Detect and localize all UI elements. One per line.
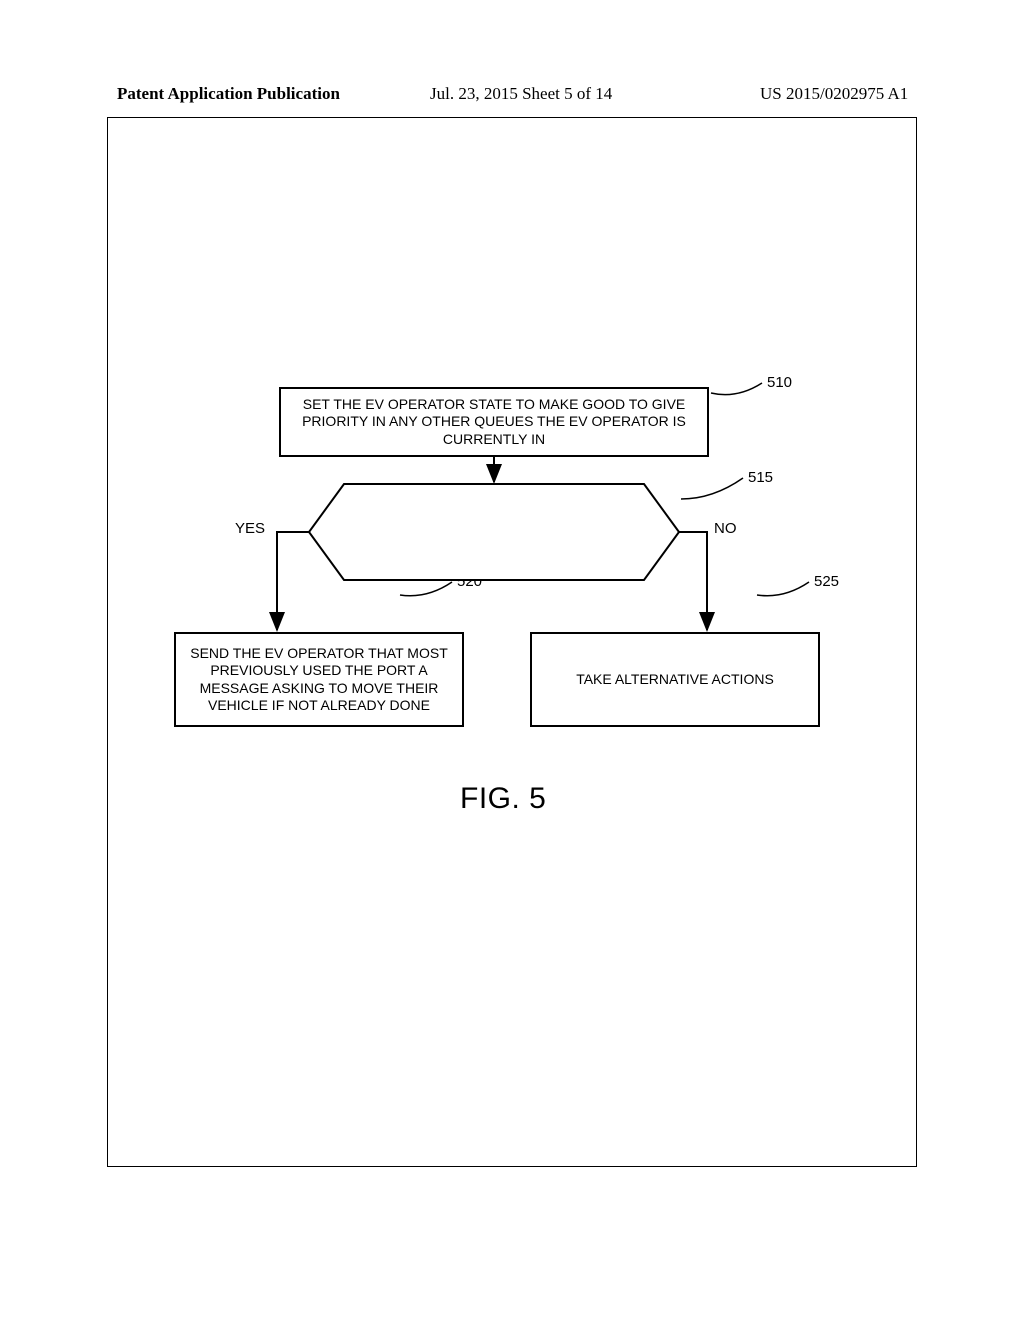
arrow-515-no-to-525 (679, 532, 707, 630)
arrow-515-yes-to-520 (277, 532, 309, 630)
leader-515 (681, 478, 743, 499)
header-doc-number: US 2015/0202975 A1 (760, 84, 908, 104)
leader-520 (400, 582, 452, 596)
leader-525 (757, 582, 809, 596)
flowchart-canvas: SET THE EV OPERATOR STATE TO MAKE GOOD T… (107, 117, 917, 1167)
header-date-sheet: Jul. 23, 2015 Sheet 5 of 14 (430, 84, 612, 104)
header-publication: Patent Application Publication (117, 84, 340, 104)
leader-510 (711, 383, 762, 395)
decision-hexagon-515 (309, 484, 679, 580)
page: Patent Application Publication Jul. 23, … (0, 0, 1024, 1320)
flowchart-svg (107, 117, 917, 1167)
